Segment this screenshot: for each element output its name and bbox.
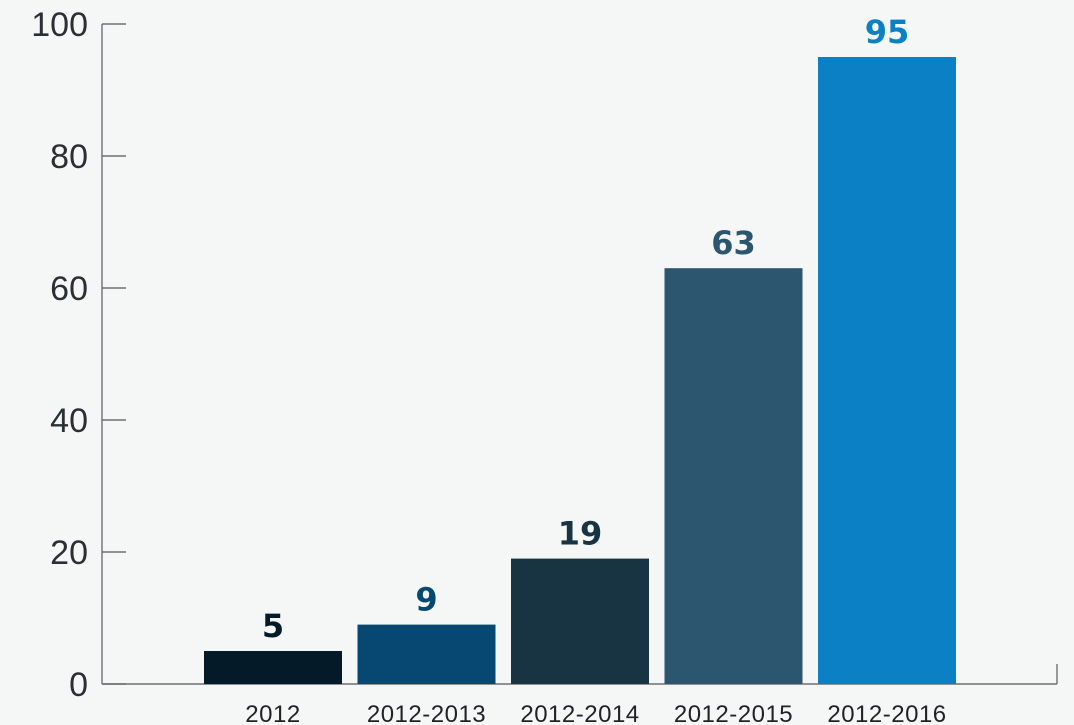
x-axis: 2012 2012-2013 2012-2014 2012-2015 2012-2016	[102, 664, 1058, 725]
bar-2012-2015	[664, 268, 803, 684]
bar-2012-2014	[511, 558, 649, 684]
x-tick-label: 2012-2014	[520, 701, 639, 725]
x-tick-label: 2012	[245, 701, 300, 725]
y-tick-label: 100	[31, 6, 88, 44]
y-tick-label: 80	[50, 138, 88, 176]
bar-2012	[204, 651, 342, 684]
data-label: 9	[415, 581, 437, 619]
data-label: 5	[262, 607, 284, 645]
y-tick-label: 0	[69, 666, 88, 704]
bar-2012-2013	[357, 624, 496, 684]
x-tick-label: 2012-2016	[827, 701, 946, 725]
data-labels-group: 5 9 19 63 95	[262, 13, 909, 645]
y-tick-label: 40	[50, 402, 88, 440]
y-tick-label: 20	[50, 534, 88, 572]
bars-group	[204, 57, 956, 684]
data-label: 95	[865, 13, 910, 51]
data-label: 19	[558, 515, 603, 553]
y-axis: 0 20 40 60 80 100	[31, 6, 126, 704]
data-label: 63	[711, 224, 756, 262]
bar-2012-2016	[818, 57, 956, 684]
x-tick-label: 2012-2015	[674, 701, 793, 725]
x-tick-label: 2012-2013	[367, 701, 486, 725]
y-tick-label: 60	[50, 270, 88, 308]
